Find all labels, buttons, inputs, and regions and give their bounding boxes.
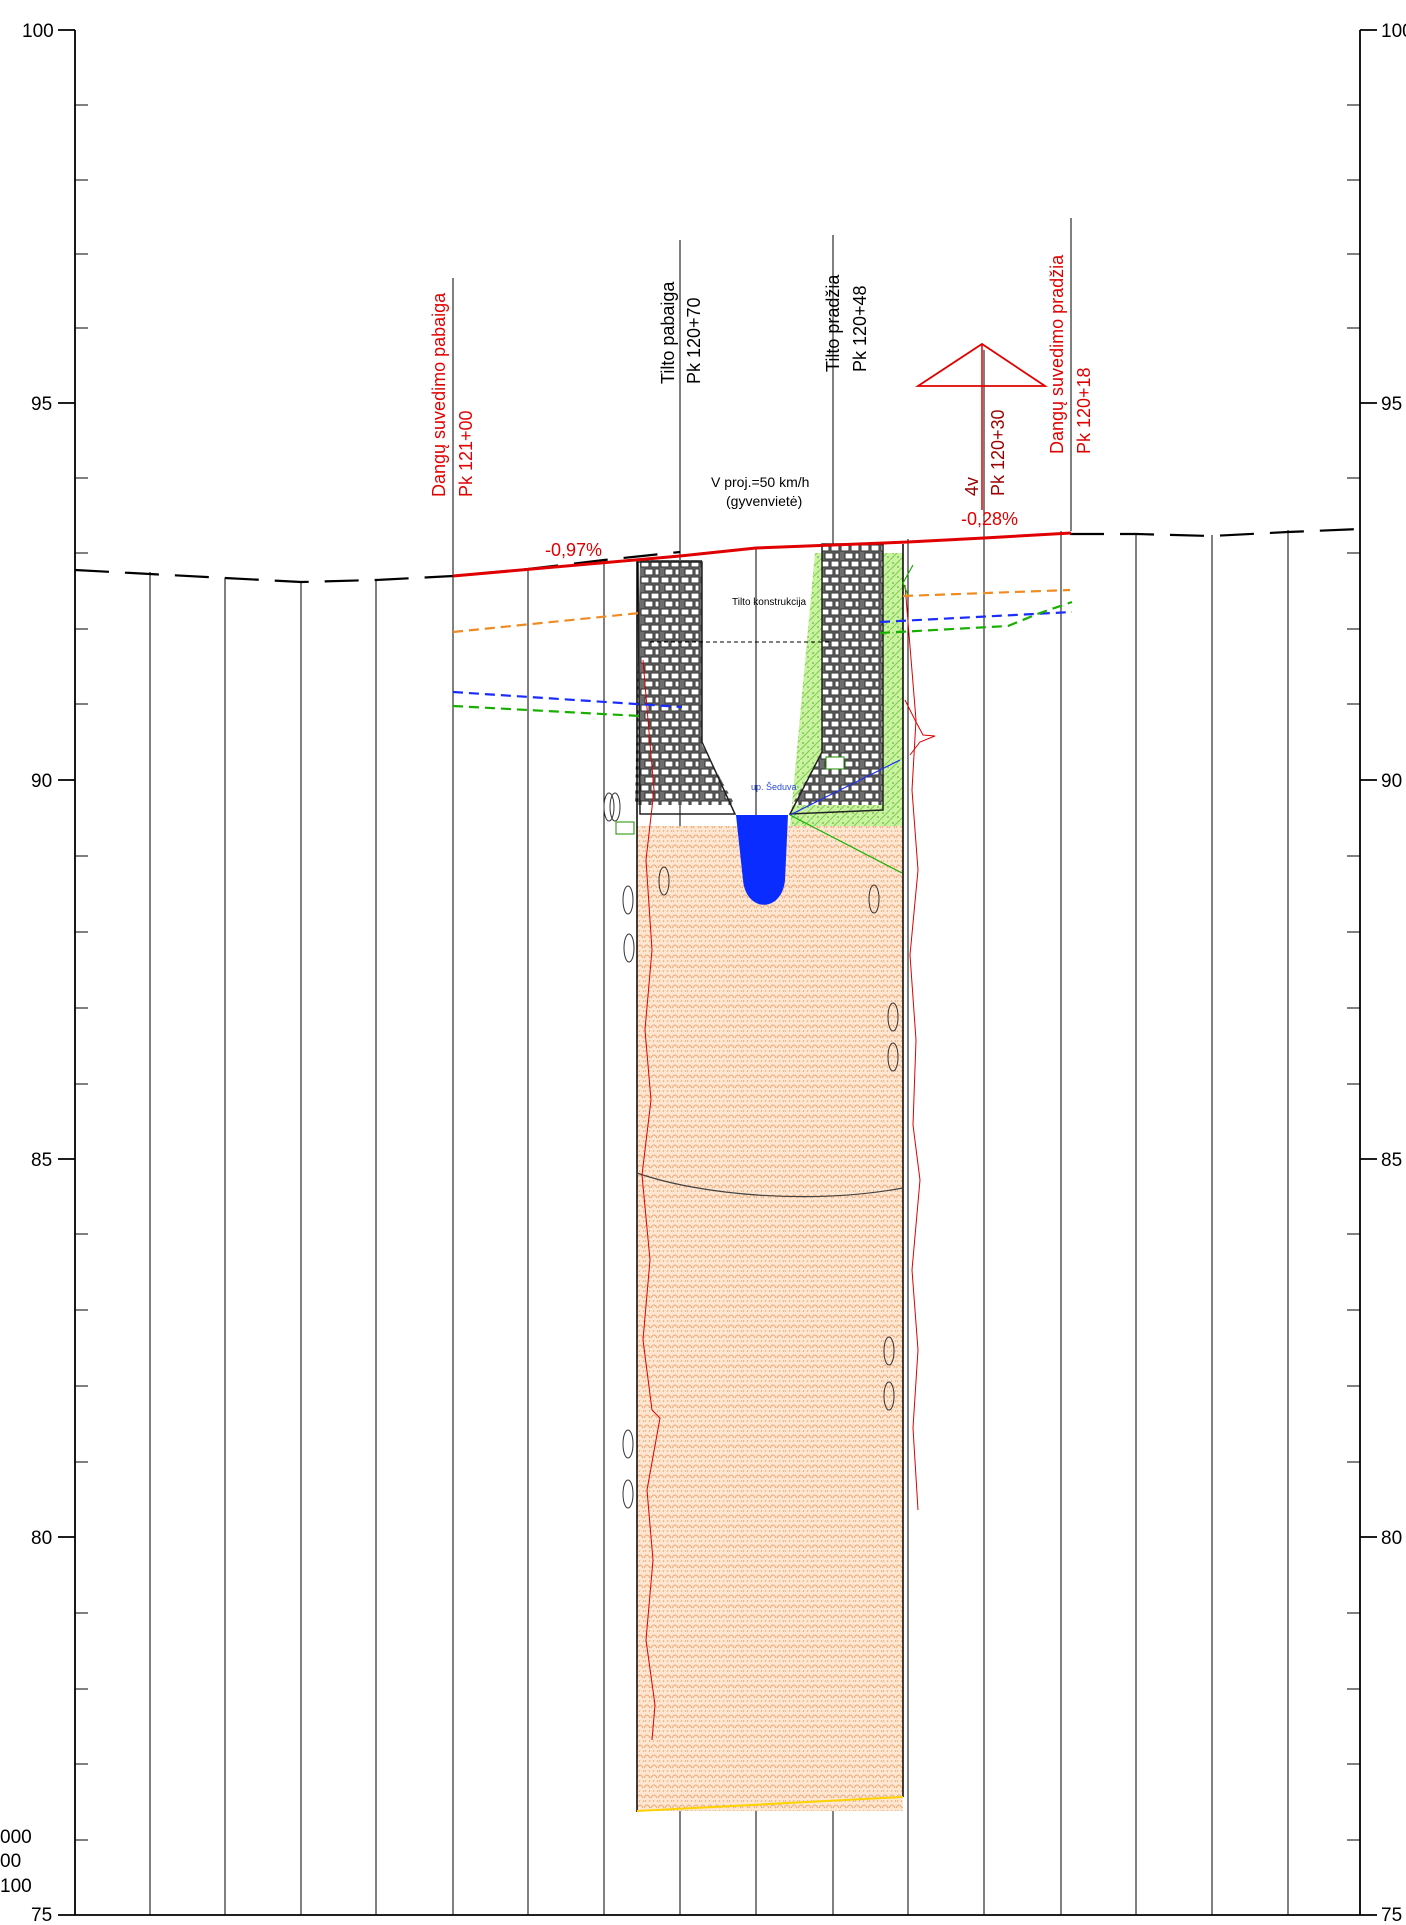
transition-end-station: Pk 121+00 xyxy=(456,410,476,497)
left-axis-label-85: 85 xyxy=(31,1150,52,1171)
left-axis-label-75: 75 xyxy=(31,1905,52,1925)
legend-left-line-3: 100 xyxy=(0,1876,32,1897)
legend-left-line-1: 000 xyxy=(0,1827,32,1848)
design-speed-text: V proj.=50 km/h xyxy=(711,474,809,490)
right-axis-label-85: 85 xyxy=(1381,1150,1402,1171)
right-axis-label-100: 100 xyxy=(1381,21,1406,42)
right-axis xyxy=(1347,29,1377,1916)
left-axis-label-90: 90 xyxy=(31,771,52,792)
right-axis-label-90: 90 xyxy=(1381,771,1402,792)
bridge-start-label-group: Tilto pradžia Pk 120+48 xyxy=(823,274,870,372)
legend-left-line-2: 00 xyxy=(0,1851,21,1872)
vertical-curve-label-group: 4v Pk 120+30 xyxy=(914,342,1048,510)
design-grade-line xyxy=(452,531,1072,596)
soil-column xyxy=(635,543,904,1812)
transition-end-title: Dangų suvedimo pabaiga xyxy=(429,292,449,497)
transition-start-label-group: Dangų suvedimo pradžia Pk 120+18 xyxy=(1047,254,1094,454)
transition-end-label-group: Dangų suvedimo pabaiga Pk 121+00 xyxy=(429,292,476,497)
borehole-markers xyxy=(603,792,899,1509)
right-axis-label-80: 80 xyxy=(1381,1528,1402,1549)
right-axis-label-95: 95 xyxy=(1381,394,1402,415)
vertical-curve-code: 4v xyxy=(962,477,982,496)
left-axis xyxy=(58,29,88,1916)
bridge-end-station: Pk 120+70 xyxy=(684,297,704,384)
transition-start-station: Pk 120+18 xyxy=(1074,367,1094,454)
right-grade-label: -0,28% xyxy=(961,509,1018,529)
left-axis-label-95: 95 xyxy=(31,394,52,415)
river-annotation: up. Šeduva xyxy=(751,782,797,792)
bridge-end-title: Tilto pabaiga xyxy=(658,281,678,384)
bridge-end-label-group: Tilto pabaiga Pk 120+70 xyxy=(658,281,704,384)
structure-annotation: Tilto konstrukcija xyxy=(732,597,807,608)
vertical-curve-station: Pk 120+30 xyxy=(988,409,1008,496)
left-grade-label: -0,97% xyxy=(545,540,602,560)
green-tags xyxy=(615,756,845,835)
bridge-start-title: Tilto pradžia xyxy=(823,274,843,372)
settlement-text: (gyvenvietė) xyxy=(726,493,802,509)
left-axis-label-100: 100 xyxy=(22,21,54,42)
right-axis-label-75: 75 xyxy=(1381,1905,1402,1925)
utility-lines xyxy=(452,588,1073,718)
existing-ground-line xyxy=(74,527,1361,584)
bridge-start-station: Pk 120+48 xyxy=(850,285,870,372)
left-axis-label-80: 80 xyxy=(31,1528,52,1549)
penetration-traces xyxy=(641,584,936,1741)
transition-start-title: Dangų suvedimo pradžia xyxy=(1047,254,1067,454)
